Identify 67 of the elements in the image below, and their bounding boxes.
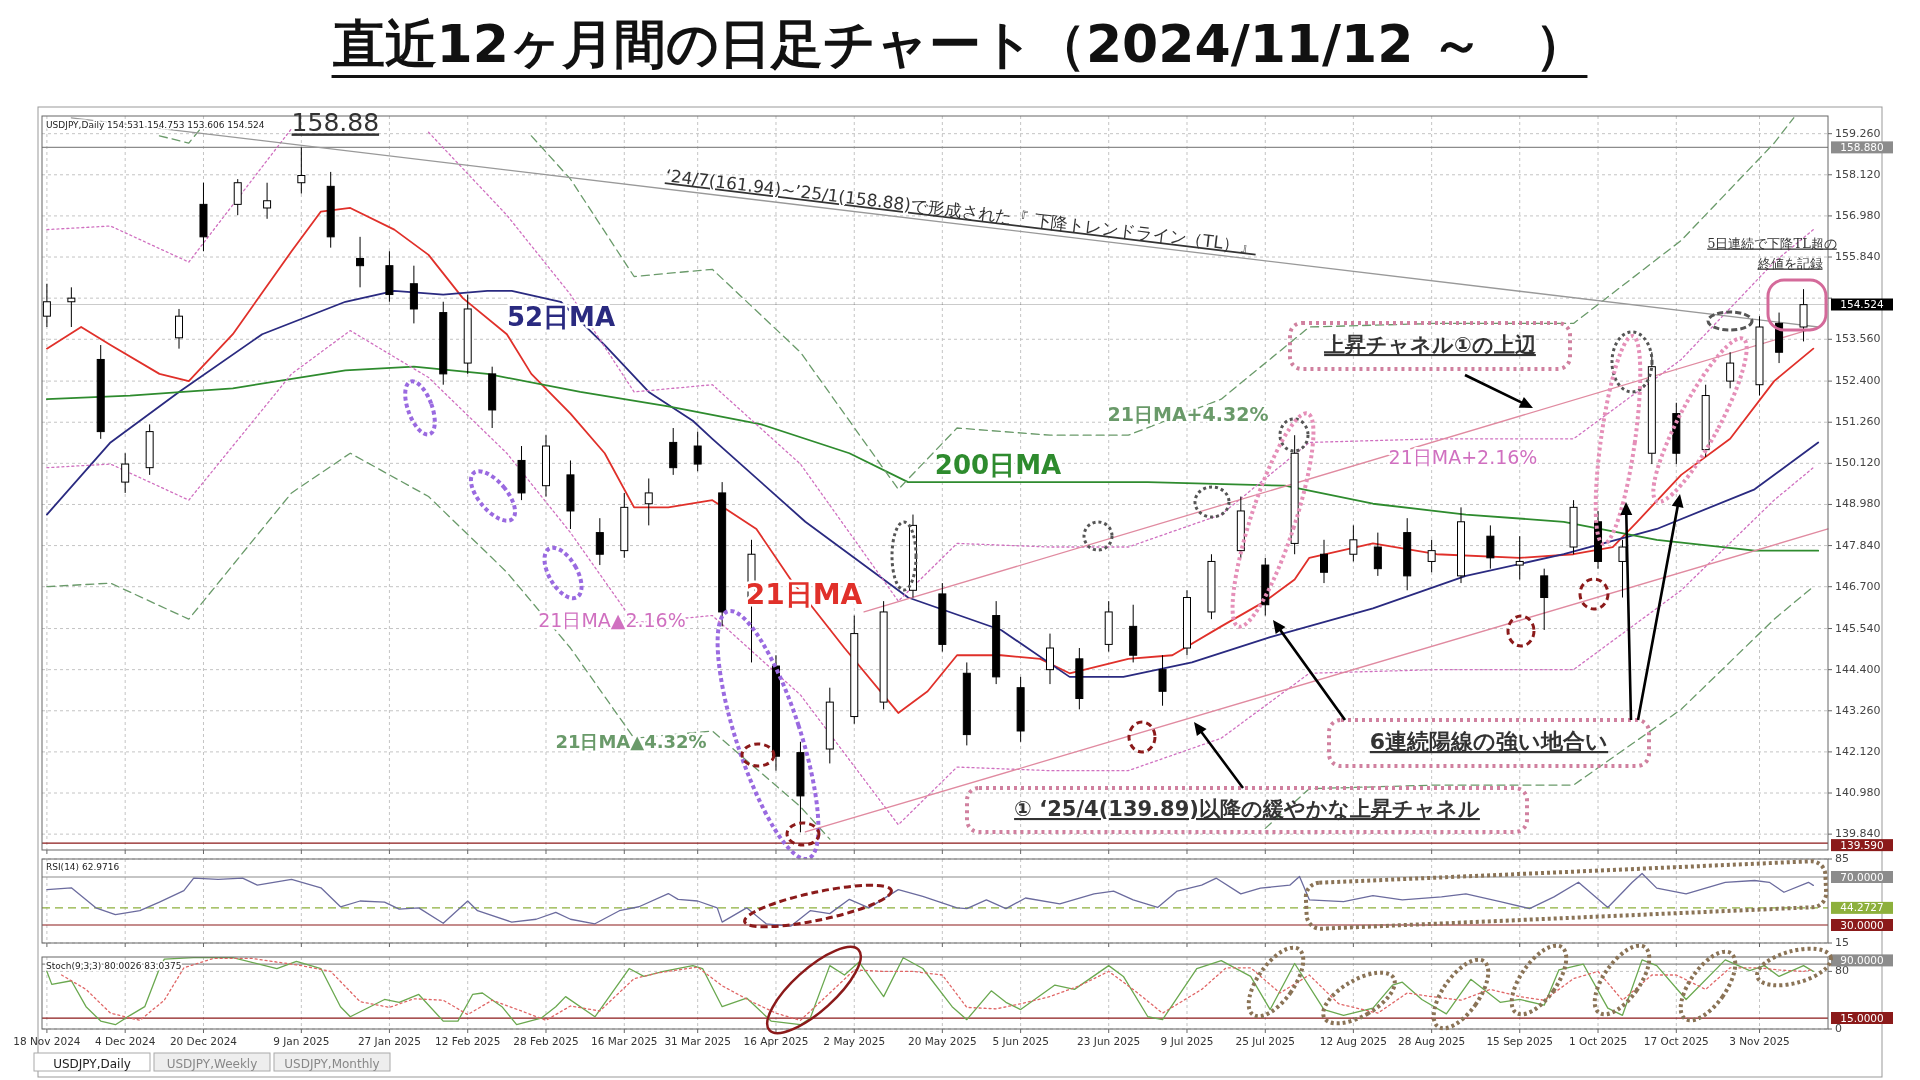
- annotation: 上昇チャネル①の上辺: [1323, 333, 1537, 357]
- y-tick-label: 143.260: [1835, 703, 1881, 717]
- series-label: 21日MA▲4.32%: [555, 731, 707, 752]
- x-tick-label: 20 Dec 2024: [169, 1035, 238, 1047]
- y-tick-label: 142.120: [1835, 744, 1881, 758]
- x-tick-label: 5 Jun 2025: [992, 1035, 1049, 1047]
- ref-line-label: 154.524: [1840, 298, 1885, 310]
- series-label: 21日MA▲2.16%: [538, 608, 686, 631]
- x-tick-label: 23 Jun 2025: [1077, 1035, 1141, 1047]
- x-tick-label: 9 Jan 2025: [273, 1035, 330, 1047]
- series-label: 21日MA+2.16%: [1388, 445, 1538, 468]
- y-tick-label: 140.980: [1835, 786, 1881, 800]
- series-label: 200日MA: [934, 449, 1062, 480]
- x-tick-label: 15 Sep 2025: [1486, 1035, 1554, 1047]
- x-tick-label: 16 Apr 2025: [743, 1035, 809, 1047]
- y-tick-label: 152.400: [1835, 374, 1881, 388]
- x-tick-label: 17 Oct 2025: [1643, 1035, 1709, 1047]
- x-tick-label: 12 Aug 2025: [1319, 1035, 1387, 1047]
- x-tick-label: 20 May 2025: [908, 1035, 977, 1047]
- y-tick-label: 158.120: [1835, 167, 1881, 181]
- annotation: RSI(14) 62.9716: [46, 861, 120, 872]
- y-tick-label: 150.120: [1835, 456, 1881, 470]
- ref-line-label: 70.0000: [1840, 870, 1884, 883]
- ref-line-label: 15.0000: [1840, 1011, 1884, 1024]
- x-tick-label: 28 Aug 2025: [1398, 1035, 1466, 1047]
- y-tick-label: 80: [1835, 964, 1849, 978]
- y-tick-label: 85: [1835, 852, 1849, 865]
- x-tick-label: 9 Jul 2025: [1160, 1035, 1214, 1047]
- ref-line-label: 44.2727: [1840, 901, 1884, 914]
- x-tick-label: 28 Feb 2025: [513, 1035, 579, 1047]
- x-tick-label: 25 Jul 2025: [1235, 1035, 1296, 1047]
- annotation: 終値を記録: [1756, 255, 1823, 271]
- annotation: 5日連続で下降TL超の: [1707, 235, 1837, 251]
- y-tick-label: 159.260: [1835, 126, 1881, 140]
- x-tick-label: 3 Nov 2025: [1729, 1035, 1790, 1047]
- annotation: 158.88: [291, 108, 380, 138]
- text: USDJPY,Daily: [53, 1056, 131, 1071]
- x-tick-label: 1 Oct 2025: [1568, 1035, 1628, 1047]
- x-tick-label: 16 Mar 2025: [591, 1035, 658, 1047]
- x-tick-label: 12 Feb 2025: [435, 1035, 501, 1047]
- y-tick-label: 155.840: [1835, 250, 1881, 264]
- y-tick-label: 145.540: [1835, 621, 1881, 635]
- y-tick-label: 139.840: [1835, 827, 1881, 841]
- y-tick-label: 148.980: [1835, 497, 1881, 511]
- x-tick-label: 27 Jan 2025: [357, 1035, 421, 1047]
- ref-line-label: 139.590: [1840, 838, 1884, 851]
- x-tick-label: 18 Nov 2024: [13, 1035, 81, 1047]
- y-tick-label: 153.560: [1835, 332, 1881, 346]
- annotation: USDJPY,Daily 154.531 154.753 153.606 154.524: [46, 119, 265, 130]
- chart-title: 直近12ヶ月間の日足チャート（2024/11/12 ～ ）: [331, 14, 1588, 74]
- ref-line-label: 158.880: [1840, 140, 1884, 153]
- x-tick-label: 4 Dec 2024: [94, 1035, 156, 1047]
- text: USDJPY,Monthly: [284, 1056, 380, 1071]
- y-tick-label: 15: [1835, 936, 1849, 949]
- text: USDJPY,Weekly: [166, 1056, 258, 1071]
- x-tick-label: 2 May 2025: [823, 1035, 886, 1047]
- y-tick-label: 146.700: [1835, 579, 1881, 593]
- x-tick-label: 31 Mar 2025: [664, 1035, 731, 1047]
- ref-line-label: 90.0000: [1840, 953, 1884, 966]
- annotation: ① ‘25/4(139.89)以降の緩やかな上昇チャネル: [1014, 797, 1480, 821]
- y-tick-label: 151.260: [1835, 415, 1881, 429]
- y-tick-label: 0: [1835, 1022, 1842, 1035]
- annotation: 6連続陽線の強い地合い: [1369, 729, 1609, 754]
- y-tick-label: 144.400: [1835, 662, 1881, 676]
- ref-line-label: 30.0000: [1840, 918, 1884, 931]
- y-tick-label: 147.840: [1835, 538, 1881, 552]
- y-tick-label: 156.980: [1835, 208, 1881, 222]
